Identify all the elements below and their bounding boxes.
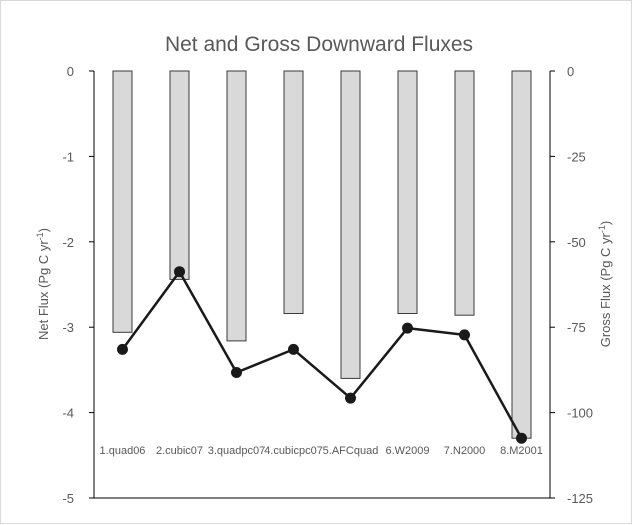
net-flux-line xyxy=(121,270,523,439)
net-flux-marker-2 xyxy=(174,266,185,278)
right-axis-title-end: ) xyxy=(598,221,613,225)
left-tick-label-5: -4 xyxy=(62,406,74,421)
bar-4 xyxy=(283,70,304,314)
bar-7 xyxy=(454,70,475,316)
category-label-6: 6.W2009 xyxy=(385,445,429,457)
category-label-5: 5.AFCquad xyxy=(323,445,379,457)
bar-5 xyxy=(340,70,361,379)
right-tick-label-6: -125 xyxy=(567,491,593,506)
left-axis-title: Net Flux (Pg C yr-1) xyxy=(35,228,51,340)
net-flux-marker-4 xyxy=(288,343,299,355)
right-tick-label-1: 0 xyxy=(567,64,574,79)
left-tick-label-4: -3 xyxy=(62,320,74,335)
category-label-7: 7.N2000 xyxy=(444,445,486,457)
right-tick-label-3: -50 xyxy=(567,235,586,250)
net-flux-marker-6 xyxy=(402,322,413,334)
left-tick-label-6: -5 xyxy=(62,491,74,506)
left-tick-label-3: -2 xyxy=(62,235,74,250)
category-label-1: 1.quad06 xyxy=(100,445,146,457)
right-tick-label-4: -75 xyxy=(567,320,586,335)
net-flux-marker-7 xyxy=(459,329,470,341)
bar-3 xyxy=(226,70,247,342)
net-flux-marker-8 xyxy=(516,432,527,444)
net-flux-marker-1 xyxy=(117,343,128,355)
left-tick-label-1: 0 xyxy=(67,64,74,79)
bar-1 xyxy=(112,70,133,333)
chart-title: Net and Gross Downward Fluxes xyxy=(165,33,473,56)
category-label-4: 4.cubicpc07 xyxy=(264,445,323,457)
right-tick-label-5: -100 xyxy=(567,406,593,421)
line-layer xyxy=(117,266,527,444)
left-axis-title-end: ) xyxy=(36,228,51,232)
left-axis-title-main: Net Flux (Pg C yr xyxy=(36,240,51,340)
category-label-8: 8.M2001 xyxy=(500,445,543,457)
bar-8 xyxy=(511,70,532,439)
category-label-2: 2.cubic07 xyxy=(156,445,203,457)
right-tick-label-2: -25 xyxy=(567,149,586,164)
right-axis-title-main: Gross Flux (Pg C yr xyxy=(598,232,613,347)
net-flux-marker-3 xyxy=(231,367,242,378)
bar-6 xyxy=(397,70,418,314)
bars-layer xyxy=(112,70,532,439)
bar-2 xyxy=(169,70,190,280)
left-tick-label-2: -1 xyxy=(62,149,74,164)
right-axis-title: Gross Flux (Pg C yr-1) xyxy=(597,221,613,347)
net-flux-marker-5 xyxy=(345,392,356,404)
category-label-3: 3.quadpc07 xyxy=(208,445,266,457)
right-axis-title-sup: -1 xyxy=(597,225,607,233)
left-axis-title-sup: -1 xyxy=(35,232,45,240)
